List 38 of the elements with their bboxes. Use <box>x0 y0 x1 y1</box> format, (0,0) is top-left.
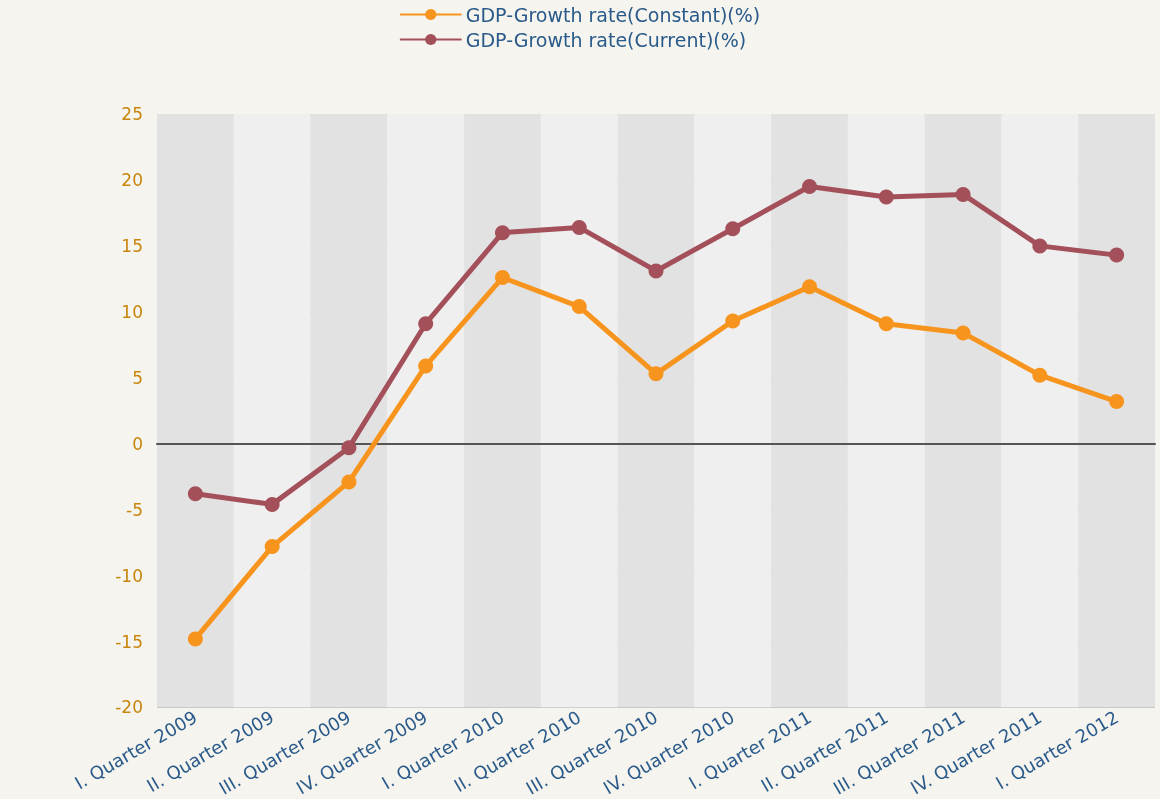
y-tick-label: -10 <box>115 565 143 586</box>
legend-label: GDP-Growth rate(Constant)(%) <box>465 3 761 26</box>
point <box>725 221 741 237</box>
point <box>187 486 203 502</box>
point <box>878 189 894 205</box>
point <box>802 179 818 195</box>
point <box>418 316 434 332</box>
point <box>264 496 280 512</box>
point <box>1109 247 1125 263</box>
point <box>1032 238 1048 254</box>
point <box>264 539 280 555</box>
point <box>571 299 587 315</box>
y-tick-label: -15 <box>115 631 143 652</box>
y-tick-label: 25 <box>121 104 143 124</box>
point <box>418 358 434 374</box>
point <box>341 474 357 490</box>
point <box>955 186 971 202</box>
y-tick-label: 5 <box>132 367 143 388</box>
point <box>187 631 203 647</box>
point <box>1032 367 1048 383</box>
point <box>571 219 587 235</box>
point <box>802 279 818 295</box>
point <box>955 325 971 341</box>
y-tick-label: 15 <box>121 235 143 256</box>
point <box>648 263 664 279</box>
point <box>1109 394 1125 410</box>
y-tick-label: -5 <box>126 499 143 520</box>
y-tick-label: 10 <box>121 301 143 322</box>
legend-label: GDP-Growth rate(Current)(%) <box>465 28 747 51</box>
point <box>494 225 510 241</box>
point <box>341 440 357 456</box>
point <box>725 313 741 329</box>
point <box>878 316 894 332</box>
y-tick-label: 0 <box>132 433 143 454</box>
y-tick-label: 20 <box>121 169 143 190</box>
point <box>648 366 664 382</box>
point <box>494 270 510 286</box>
y-tick-label: -20 <box>115 697 143 718</box>
